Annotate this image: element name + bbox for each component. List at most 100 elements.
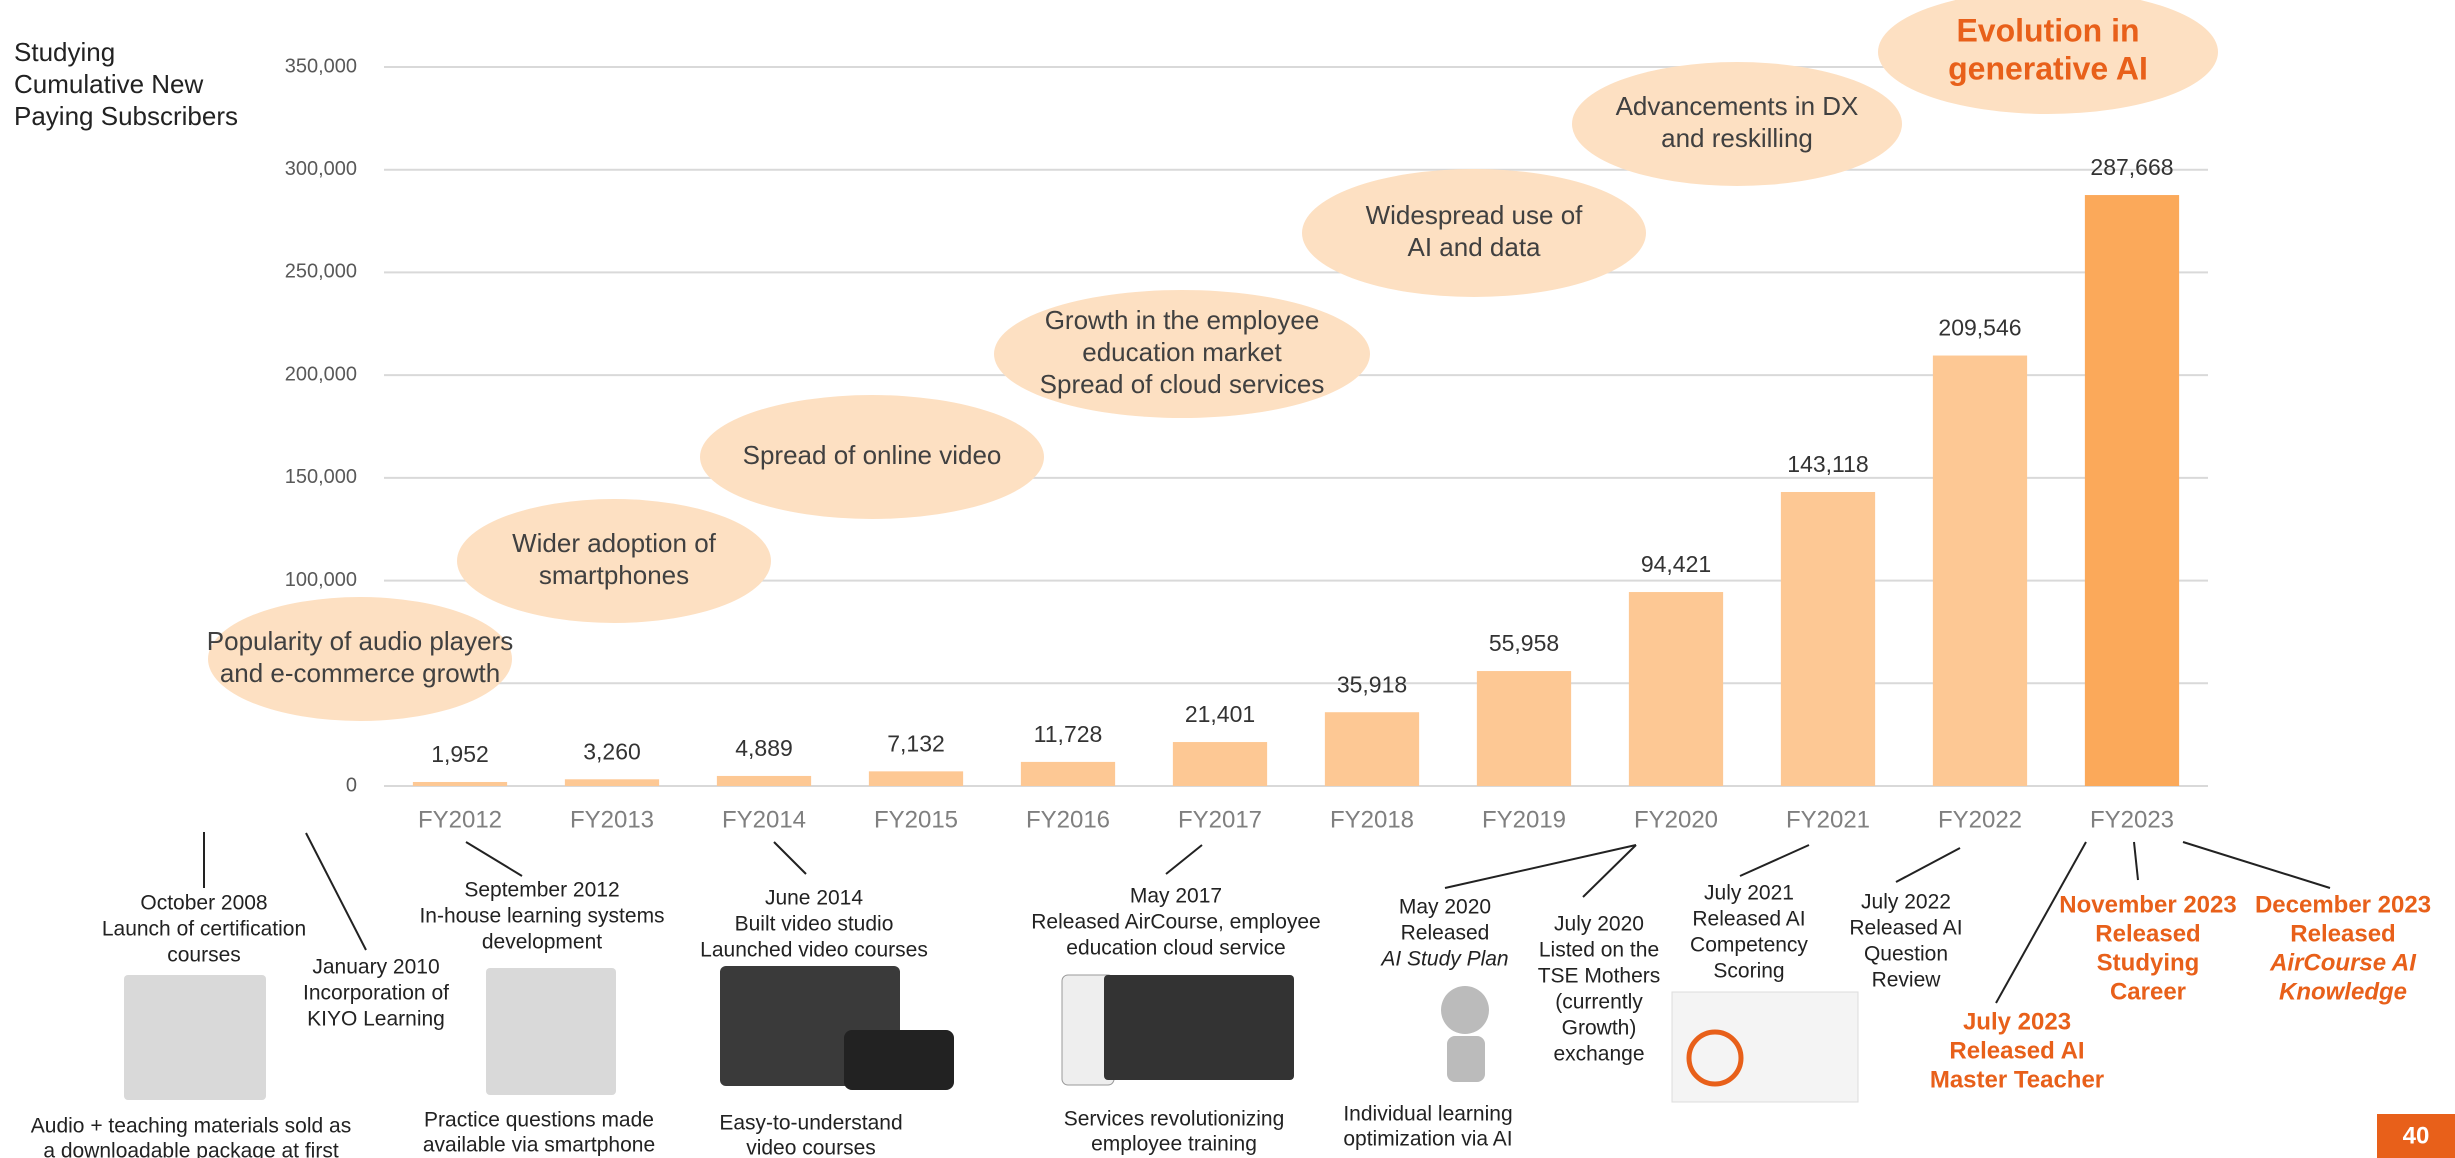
trend-label: and reskilling (1661, 123, 1813, 153)
data-label: 287,668 (2090, 154, 2173, 180)
milestone-label: May 2020 (1399, 896, 1491, 919)
connector (1895, 847, 1961, 883)
milestone-label: (currently (1555, 991, 1643, 1014)
laptop-image (1104, 975, 1294, 1080)
connector (1995, 841, 2087, 1004)
trend-bubble (700, 395, 1044, 519)
data-label: 94,421 (1641, 551, 1711, 577)
photos (124, 966, 1859, 1103)
caption: Individual learning (1343, 1103, 1512, 1126)
caption: employee training (1091, 1133, 1257, 1156)
y-tick-label: 0 (346, 774, 357, 796)
milestone-label: Incorporation of (303, 982, 449, 1005)
milestone-label: Released (2095, 920, 2200, 947)
connector (1444, 844, 1637, 889)
milestone-label: Released AI (1949, 1037, 2084, 1064)
data-label: 35,918 (1337, 671, 1407, 697)
data-label: 143,118 (1787, 451, 1868, 477)
caption: optimization via AI (1343, 1128, 1512, 1151)
bar (1932, 355, 2028, 786)
bar (1020, 761, 1116, 786)
data-label: 7,132 (887, 730, 945, 756)
milestone-label: December 2023 (2255, 891, 2431, 918)
bar (564, 779, 660, 786)
photo (124, 975, 266, 1100)
milestone-label: Studying (2097, 949, 2200, 976)
trend-label: Evolution in (1956, 12, 2139, 48)
x-tick-label: FY2014 (722, 806, 806, 833)
milestone-label: July 2022 (1861, 891, 1951, 914)
data-label: 11,728 (1034, 721, 1103, 747)
data-label: 4,889 (735, 735, 793, 761)
bar (1628, 592, 1724, 786)
x-tick-label: FY2018 (1330, 806, 1414, 833)
trend-label: Widespread use of (1366, 200, 1584, 230)
axis-title: Cumulative New (14, 69, 204, 99)
screenshot-image (1671, 991, 1859, 1103)
trend-bubble (1302, 169, 1646, 297)
milestone-label: Released AirCourse, employee (1031, 911, 1321, 934)
x-tick-label: FY2022 (1938, 806, 2022, 833)
x-tick-label: FY2013 (570, 806, 654, 833)
x-tick-label: FY2023 (2090, 806, 2174, 833)
milestone-label: Released AI (1692, 908, 1805, 931)
y-tick-label: 300,000 (285, 158, 357, 180)
x-tick-label: FY2019 (1482, 806, 1566, 833)
data-label: 209,546 (1938, 315, 2021, 341)
data-label: 21,401 (1185, 701, 1255, 727)
x-tick-label: FY2012 (418, 806, 502, 833)
milestone-label: Released (2290, 920, 2395, 947)
milestone-label: Career (2110, 978, 2186, 1005)
x-tick-label: FY2017 (1178, 806, 1262, 833)
milestone-label: Question (1864, 943, 1948, 966)
bar (1324, 712, 1420, 786)
trend-bubble (1572, 62, 1902, 186)
bar (1172, 742, 1268, 786)
robot-image (1447, 1036, 1485, 1082)
milestone-label: September 2012 (464, 879, 619, 902)
trend-bubble (1878, 0, 2218, 114)
milestone-label: Launched video courses (700, 939, 928, 962)
connector (1582, 844, 1637, 898)
trend-label: and e-commerce growth (220, 658, 500, 688)
milestone-label: Scoring (1713, 960, 1784, 983)
caption: Practice questions made (424, 1109, 654, 1132)
data-label: 3,260 (583, 738, 641, 764)
connector (305, 832, 367, 951)
milestone-label: Built video studio (735, 913, 894, 936)
robot-image (1441, 986, 1489, 1034)
photo (486, 968, 616, 1095)
trend-label: Advancements in DX (1616, 91, 1859, 121)
milestone-label: July 2023 (1963, 1008, 2071, 1035)
milestone-label: May 2017 (1130, 885, 1222, 908)
milestone-label: July 2021 (1704, 882, 1794, 905)
x-tick-label: FY2020 (1634, 806, 1718, 833)
milestone-label: AirCourse AI (2269, 949, 2417, 976)
page-number-box (2377, 1114, 2455, 1158)
milestone-label: AI Study Plan (1379, 948, 1508, 971)
milestone-label: TSE Mothers (1538, 965, 1661, 988)
connector (1739, 844, 1810, 877)
trend-label: education market (1082, 337, 1282, 367)
axis-title: Paying Subscribers (14, 101, 238, 131)
y-tick-label: 200,000 (285, 363, 357, 385)
caption: Audio + teaching materials sold as (31, 1115, 351, 1138)
page-number: 40 (2403, 1122, 2430, 1149)
caption: a downloadable package at first (43, 1140, 339, 1158)
trend-label: AI and data (1408, 232, 1542, 262)
milestone-label: KIYO Learning (307, 1008, 445, 1031)
milestone-label: June 2014 (765, 887, 863, 910)
connector (773, 841, 807, 875)
milestone-label: courses (167, 944, 241, 967)
x-tick-label: FY2016 (1026, 806, 1110, 833)
connector (2182, 841, 2331, 889)
milestone-label: January 2010 (312, 956, 439, 979)
phone-image (844, 1030, 954, 1090)
y-tick-label: 350,000 (285, 55, 357, 77)
caption: Services revolutionizing (1064, 1108, 1285, 1131)
milestone-label: development (482, 931, 602, 954)
milestone-label: Released AI (1849, 917, 1962, 940)
milestone-label: In-house learning systems (419, 905, 664, 928)
bar (2084, 195, 2180, 786)
